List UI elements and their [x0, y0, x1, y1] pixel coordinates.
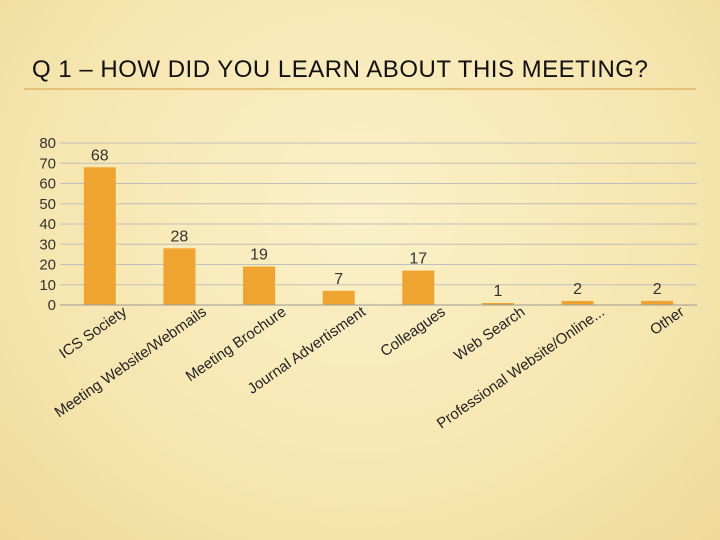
title-underline	[24, 88, 696, 90]
category-label: Other	[647, 303, 687, 338]
category-label: ICS Society	[56, 303, 130, 362]
slide-title: Q 1 – HOW DID YOU LEARN ABOUT THIS MEETI…	[32, 56, 649, 83]
data-label: 28	[171, 228, 189, 245]
y-tick-label: 0	[48, 297, 56, 314]
y-tick-label: 10	[39, 277, 56, 294]
bar	[561, 300, 594, 305]
category-label: Colleagues	[377, 303, 448, 360]
category-label: Professional Website/Online...	[434, 303, 608, 432]
bar	[641, 300, 674, 305]
y-tick-label: 70	[39, 155, 56, 172]
gridlines	[60, 142, 697, 286]
category-label: Meeting Website/Webmails	[52, 303, 210, 421]
data-labels: 68 28 19 7 17 1 2 2	[91, 147, 662, 300]
y-tick-label: 20	[39, 257, 56, 274]
data-label: 2	[653, 281, 662, 298]
data-label: 19	[250, 247, 268, 264]
data-label: 1	[493, 283, 502, 300]
data-label: 68	[91, 147, 109, 164]
y-tick-label: 40	[39, 216, 56, 233]
y-tick-label: 30	[39, 236, 56, 253]
bar	[83, 167, 116, 305]
y-axis-ticks: 0 10 20 30 40 50 60 70 80	[39, 135, 56, 314]
data-label: 17	[409, 251, 427, 268]
y-tick-label: 60	[39, 176, 56, 193]
data-label: 7	[334, 271, 343, 288]
bar	[322, 290, 355, 305]
y-tick-label: 80	[39, 135, 56, 152]
y-tick-label: 50	[39, 196, 56, 213]
bar	[402, 270, 435, 305]
bar	[163, 248, 196, 305]
bar	[243, 266, 276, 305]
data-label: 2	[573, 281, 582, 298]
bar	[481, 302, 514, 305]
bars	[83, 167, 674, 305]
category-label: Web Search	[451, 303, 528, 364]
